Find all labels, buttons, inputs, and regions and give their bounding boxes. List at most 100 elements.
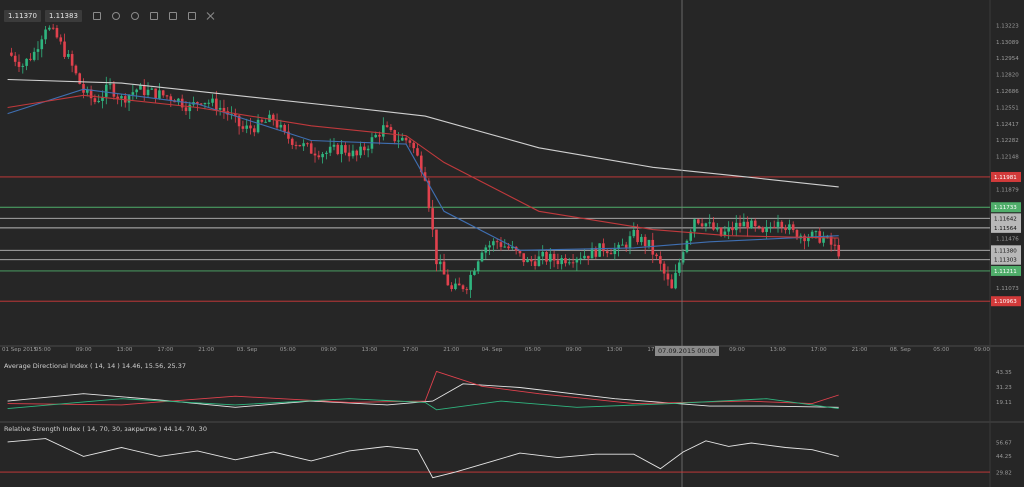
rsi-series-line <box>7 438 839 479</box>
candle-body <box>469 274 472 290</box>
rsi-title: Relative Strength Index ( 14, 70, 30, за… <box>4 425 207 433</box>
candle-body <box>571 262 575 264</box>
y-tick-label: 1.12417 <box>996 122 1019 128</box>
candle-body <box>788 224 791 230</box>
crosshair-icon[interactable] <box>92 12 101 20</box>
candle-body <box>302 143 305 147</box>
candle-body <box>480 252 484 262</box>
zoom-in-icon[interactable] <box>111 12 120 20</box>
candle-body <box>207 102 211 104</box>
candle-body <box>643 236 647 247</box>
candle-body <box>772 226 776 228</box>
candle-body <box>279 124 283 128</box>
candle-body <box>435 229 438 265</box>
price-level-tag <box>991 296 1021 307</box>
price-level-tag <box>991 213 1021 224</box>
candle-body <box>613 248 617 255</box>
price-level-tag <box>991 265 1021 276</box>
y-tick-label: 1.11476 <box>996 237 1019 243</box>
candle-body <box>465 289 469 291</box>
candle-body <box>70 54 74 66</box>
clear-icon[interactable] <box>207 12 215 20</box>
candle-body <box>734 222 738 231</box>
candle-body <box>142 85 146 96</box>
price-level-tag <box>991 171 1021 182</box>
grid-icon[interactable] <box>149 12 158 20</box>
candle-body <box>25 58 28 66</box>
candle-body <box>325 152 328 154</box>
camera-icon[interactable] <box>168 12 177 20</box>
screenshot-icon[interactable] <box>187 12 196 20</box>
candle-body <box>473 271 476 275</box>
candle-body <box>586 255 590 259</box>
candle-body <box>598 243 601 257</box>
x-tick-label: 21:00 <box>443 347 459 353</box>
candle-body <box>260 119 264 122</box>
candle-body <box>431 208 434 230</box>
x-tick-label: 13:00 <box>362 347 378 353</box>
candle-body <box>135 89 138 93</box>
price-level-label: 1.11380 <box>994 248 1017 254</box>
candle-body <box>249 125 252 129</box>
candle-body <box>666 273 670 280</box>
candle-body <box>628 236 632 248</box>
moving-average-line <box>7 94 839 239</box>
candle-body <box>309 143 313 154</box>
price-level-label: 1.10963 <box>994 299 1017 305</box>
candle-body <box>423 172 427 181</box>
y-tick-label: 1.12954 <box>996 56 1019 62</box>
candle-body <box>188 104 192 112</box>
candle-body <box>177 98 180 103</box>
candle-body <box>131 92 135 95</box>
adx-series-line <box>7 383 839 408</box>
candle-body <box>332 144 336 147</box>
candle-body <box>150 88 154 90</box>
candle-body <box>211 98 214 103</box>
candle-body <box>36 49 40 52</box>
candle-body <box>180 98 184 108</box>
candle-body <box>499 242 503 247</box>
x-tick-label: 09:00 <box>321 347 337 353</box>
zoom-out-icon[interactable] <box>130 12 139 20</box>
candle-body <box>298 145 302 147</box>
candle-body <box>560 258 563 265</box>
candle-body <box>17 61 21 67</box>
candle-body <box>10 52 13 56</box>
candle-body <box>503 246 507 248</box>
candle-body <box>120 96 123 99</box>
candle-body <box>446 274 450 286</box>
candle-body <box>700 223 704 227</box>
candle-body <box>454 283 457 289</box>
candle-body <box>602 243 605 252</box>
candle-body <box>704 223 708 227</box>
candle-body <box>651 239 655 255</box>
candle-body <box>564 258 567 264</box>
candle-body <box>74 65 78 74</box>
candle-body <box>336 144 340 155</box>
x-tick-label: 17:00 <box>157 347 173 353</box>
candle-body <box>393 130 397 142</box>
candle-body <box>241 126 245 129</box>
price-level-tag <box>991 202 1021 213</box>
candle-body <box>791 224 795 231</box>
candle-body <box>438 261 442 265</box>
candle-body <box>97 100 100 103</box>
candle-body <box>313 153 317 156</box>
candle-body <box>237 115 241 127</box>
candle-body <box>328 146 332 153</box>
candle-body <box>822 237 825 243</box>
x-tick-label: 09:00 <box>566 347 582 353</box>
candle-body <box>203 102 207 105</box>
rsi-y-tick: 44.25 <box>996 454 1012 460</box>
candle-body <box>533 261 537 266</box>
candle-body <box>530 259 533 262</box>
candle-body <box>647 239 651 247</box>
candle-body <box>784 227 787 230</box>
candle-body <box>765 226 768 233</box>
candle-body <box>146 89 150 96</box>
candle-body <box>196 102 199 104</box>
candle-body <box>55 27 59 38</box>
candle-body <box>621 244 624 246</box>
candle-body <box>803 235 806 242</box>
